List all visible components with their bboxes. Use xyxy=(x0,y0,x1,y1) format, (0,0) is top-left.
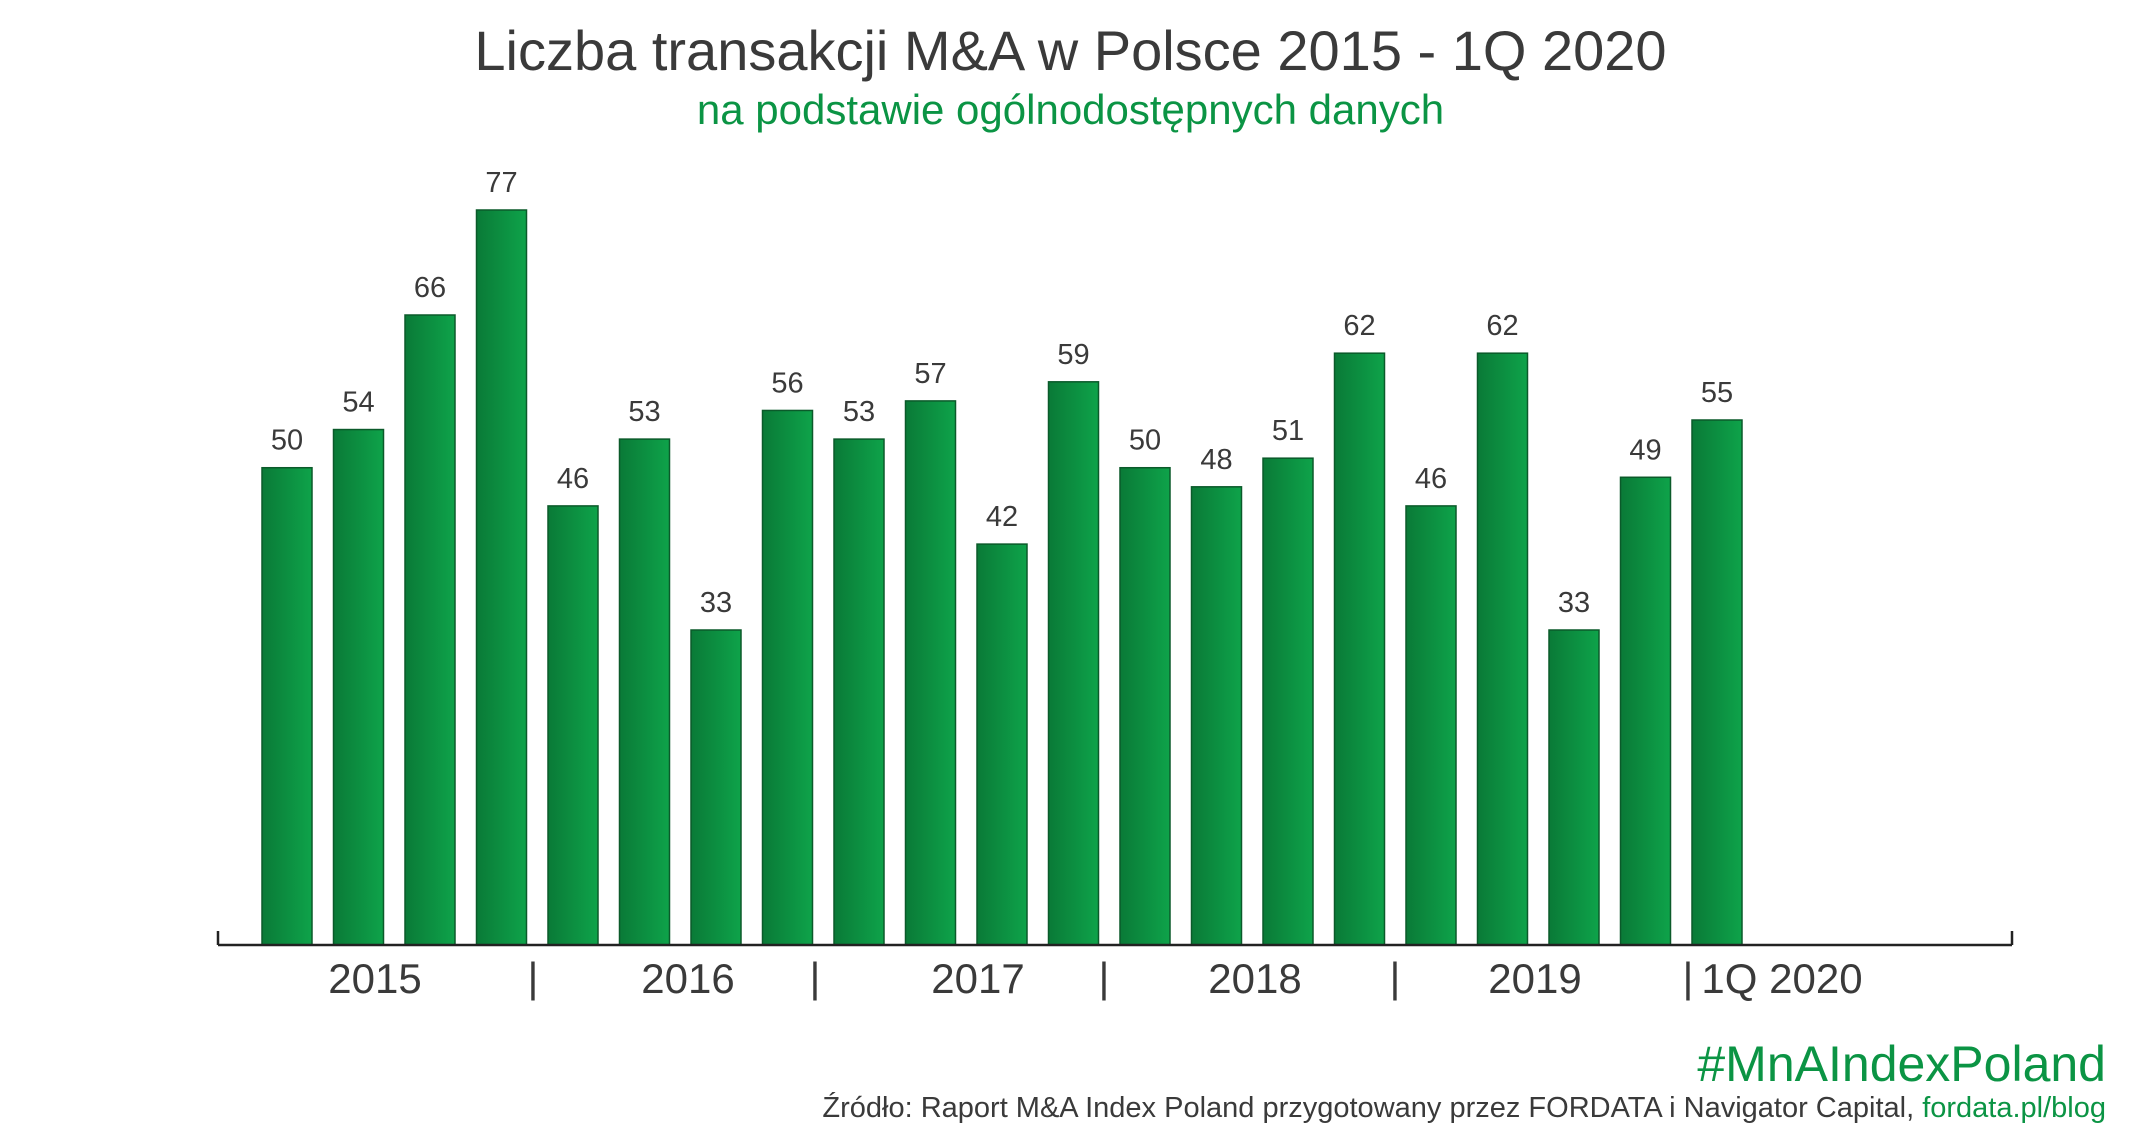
x-group-label-4: 2019 xyxy=(1488,955,1581,1002)
bar-11 xyxy=(1047,381,1100,946)
x-group-separator-2: | xyxy=(1099,954,1110,1001)
bar-0 xyxy=(261,466,313,946)
x-group-separator-0: | xyxy=(528,954,539,1001)
chart-title: Liczba transakcji M&A w Polsce 2015 - 1Q… xyxy=(474,19,1667,82)
x-group-label-1: 2016 xyxy=(641,955,734,1002)
value-label-2: 66 xyxy=(414,272,446,304)
bar-17 xyxy=(1476,352,1529,946)
bar-12 xyxy=(1119,466,1171,946)
bar-16 xyxy=(1405,505,1457,946)
source-link[interactable]: fordata.pl/blog xyxy=(1922,1092,2106,1124)
value-label-9: 57 xyxy=(914,358,946,390)
value-label-7: 56 xyxy=(771,367,803,399)
value-label-19: 49 xyxy=(1629,434,1661,466)
value-label-0: 50 xyxy=(271,425,303,457)
x-group-separator-1: | xyxy=(810,954,821,1001)
bar-6 xyxy=(690,629,742,946)
bar-4 xyxy=(547,505,599,946)
value-label-13: 48 xyxy=(1200,444,1232,476)
value-label-12: 50 xyxy=(1129,425,1161,457)
value-label-4: 46 xyxy=(557,463,589,495)
bar-7 xyxy=(761,409,814,946)
bar-1 xyxy=(332,428,385,946)
value-label-15: 62 xyxy=(1343,310,1375,342)
bar-10 xyxy=(976,543,1028,946)
value-labels-group: 50 54 66 77 46 53 33 56 53 57 42 59 50 48 51 62 46 62 33 49… xyxy=(271,167,1733,619)
x-group-separator-4: | xyxy=(1683,954,1694,1001)
bar-14 xyxy=(1262,457,1314,946)
source-note: Źródło: Raport M&A Index Poland przygoto… xyxy=(822,1092,2106,1125)
bars-group xyxy=(261,209,1743,946)
value-label-18: 33 xyxy=(1558,587,1590,619)
x-group-label-2: 2017 xyxy=(931,955,1024,1002)
chart-subtitle: na podstawie ogólnodostępnych danych xyxy=(696,86,1445,133)
value-label-5: 53 xyxy=(628,396,660,428)
bar-9 xyxy=(904,400,957,946)
bar-3 xyxy=(475,209,528,946)
bar-2 xyxy=(404,314,456,946)
x-group-label-3: 2018 xyxy=(1208,955,1301,1002)
value-label-16: 46 xyxy=(1415,463,1447,495)
bar-8 xyxy=(833,438,885,946)
bar-chart: 50 54 66 77 46 53 33 56 53 57 42 59 50 48 51 62 46 62 33 49… xyxy=(216,167,2014,1002)
value-label-10: 42 xyxy=(986,501,1018,533)
value-label-14: 51 xyxy=(1272,415,1304,447)
value-label-17: 62 xyxy=(1486,310,1518,342)
x-group-separator-3: | xyxy=(1390,954,1401,1001)
bar-19 xyxy=(1619,476,1672,946)
value-label-3: 77 xyxy=(485,167,517,199)
bar-18 xyxy=(1548,629,1600,946)
value-label-20: 55 xyxy=(1701,377,1733,409)
bar-20 xyxy=(1691,419,1743,946)
value-label-11: 59 xyxy=(1057,339,1089,371)
value-label-8: 53 xyxy=(843,396,875,428)
bar-13 xyxy=(1190,486,1243,946)
bar-5 xyxy=(618,438,671,946)
x-group-label-0: 2015 xyxy=(328,955,421,1002)
value-label-6: 33 xyxy=(700,587,732,619)
hashtag: #MnAIndexPoland xyxy=(1697,1036,2106,1092)
x-axis: 2015 2016 2017 2018 2019 1Q 2020| | | | | xyxy=(216,931,2014,1002)
x-group-label-5: 1Q 2020 xyxy=(1701,955,1862,1002)
bar-15 xyxy=(1333,352,1386,946)
source-text: Źródło: Raport M&A Index Poland przygoto… xyxy=(822,1092,1915,1124)
value-label-1: 54 xyxy=(342,387,374,419)
